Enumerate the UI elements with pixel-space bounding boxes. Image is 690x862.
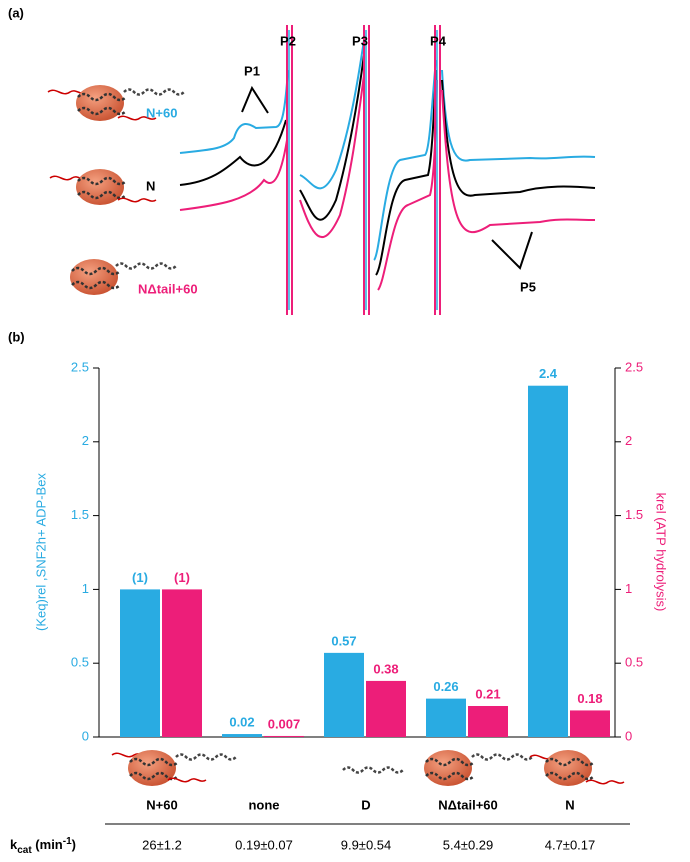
y2-tick-label: 0 xyxy=(625,728,632,743)
peak-label: P2 xyxy=(280,33,296,48)
kcat-close: ) xyxy=(72,837,76,852)
y-tick-label: 2.5 xyxy=(71,359,89,374)
panel-label: (b) xyxy=(8,329,25,344)
bar xyxy=(264,736,304,737)
panel-label: (a) xyxy=(8,5,24,20)
value-label: (1) xyxy=(132,570,148,585)
x-tick-label: N+60 xyxy=(146,797,177,812)
y-tick-label: 2 xyxy=(82,433,89,448)
y-tick-label: 1.5 xyxy=(71,507,89,522)
trace-label: N xyxy=(146,178,155,193)
peak-label: P3 xyxy=(352,33,368,48)
figure: (a) N+60 N NΔtail+60 P1 P2 P3 P4 P5 (b) … xyxy=(0,0,690,857)
x-tick-label: N xyxy=(565,797,574,812)
kcat-sub: cat xyxy=(17,845,32,856)
bar xyxy=(426,699,466,737)
y-tick-label: 0 xyxy=(82,728,89,743)
bar xyxy=(324,653,364,737)
peak-label: P4 xyxy=(430,33,447,48)
value-label: (1) xyxy=(174,570,190,585)
bar xyxy=(468,706,508,737)
kcat-value: 4.7±0.17 xyxy=(545,837,596,852)
kcat-value: 26±1.2 xyxy=(142,837,182,852)
value-label: 0.007 xyxy=(268,716,301,731)
bar xyxy=(222,734,262,737)
y2-tick-label: 1.5 xyxy=(625,507,643,522)
value-label: 0.57 xyxy=(331,633,356,648)
value-label: 0.18 xyxy=(577,691,602,706)
kcat-unit: (min xyxy=(32,837,63,852)
value-label: 2.4 xyxy=(539,366,558,381)
x-tick-label: none xyxy=(248,797,279,812)
bar xyxy=(528,386,568,737)
y2-tick-label: 0.5 xyxy=(625,655,643,670)
kcat-label: kcat (min-1) xyxy=(10,836,76,856)
y-tick-label: 1 xyxy=(82,581,89,596)
trace-label: N+60 xyxy=(146,105,177,120)
bar xyxy=(570,710,610,737)
value-label: 0.26 xyxy=(433,679,458,694)
y2-tick-label: 2 xyxy=(625,433,632,448)
value-label: 0.21 xyxy=(475,686,500,701)
kcat-value: 9.9±0.54 xyxy=(341,837,392,852)
x-tick-label: D xyxy=(361,797,370,812)
x-tick-label: NΔtail+60 xyxy=(438,797,498,812)
icons-b xyxy=(112,750,624,786)
peak-label: P5 xyxy=(520,279,536,294)
peak-label: P1 xyxy=(244,63,260,78)
traces xyxy=(180,25,595,315)
trace-label: NΔtail+60 xyxy=(138,281,198,296)
bar xyxy=(366,681,406,737)
kcat-value: 0.19±0.07 xyxy=(235,837,293,852)
y-axis-title: (Keq)rel ,SNF2h+ ADP-Bex xyxy=(33,473,48,631)
value-label: 0.02 xyxy=(229,714,254,729)
kcat-value: 5.4±0.29 xyxy=(443,837,494,852)
value-label: 0.38 xyxy=(373,661,398,676)
y-tick-label: 0.5 xyxy=(71,655,89,670)
y2-tick-label: 2.5 xyxy=(625,359,643,374)
bar xyxy=(162,589,202,737)
y2-axis-title: krel (ATP hydrolysis) xyxy=(654,493,669,612)
bar xyxy=(120,589,160,737)
y2-tick-label: 1 xyxy=(625,581,632,596)
